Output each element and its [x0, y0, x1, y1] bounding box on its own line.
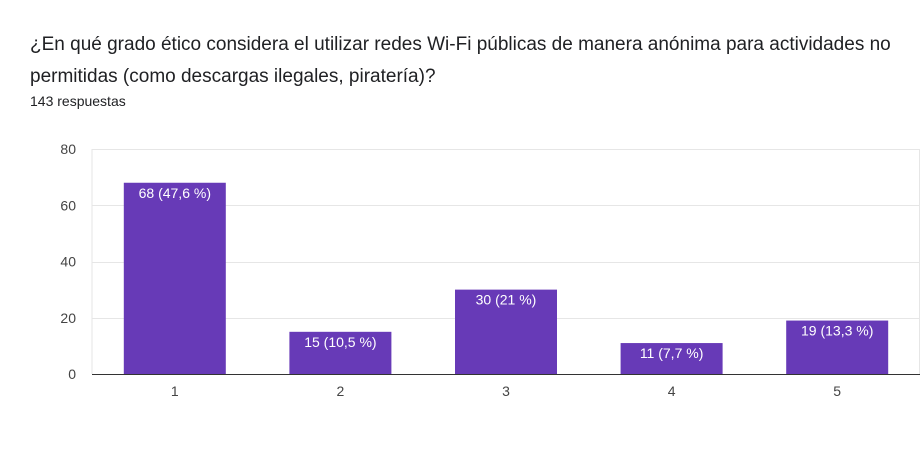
response-count: 143 respuestas: [30, 93, 126, 109]
x-tick-label: 1: [171, 383, 179, 399]
x-tick-label: 2: [337, 383, 345, 399]
y-tick-label: 20: [60, 310, 76, 326]
y-tick-label: 40: [60, 254, 76, 270]
y-tick-label: 0: [68, 366, 76, 382]
bar: [123, 182, 226, 374]
bar-data-label: 30 (21 %): [476, 292, 537, 308]
bar-data-label: 15 (10,5 %): [304, 334, 376, 350]
y-tick-label: 80: [60, 141, 76, 157]
bar: [289, 331, 392, 374]
bar: [620, 343, 723, 374]
x-tick-label: 3: [502, 383, 510, 399]
bar: [455, 289, 557, 374]
bar-data-label: 19 (13,3 %): [801, 323, 873, 339]
question-title: ¿En qué grado ético considera el utiliza…: [30, 34, 891, 87]
bar: [786, 320, 889, 374]
bar-data-label: 11 (7,7 %): [640, 345, 704, 361]
bar-data-label: 68 (47,6 %): [139, 185, 211, 201]
x-tick-label: 5: [833, 383, 841, 399]
y-tick-label: 60: [60, 197, 76, 213]
x-tick-label: 4: [668, 383, 676, 399]
